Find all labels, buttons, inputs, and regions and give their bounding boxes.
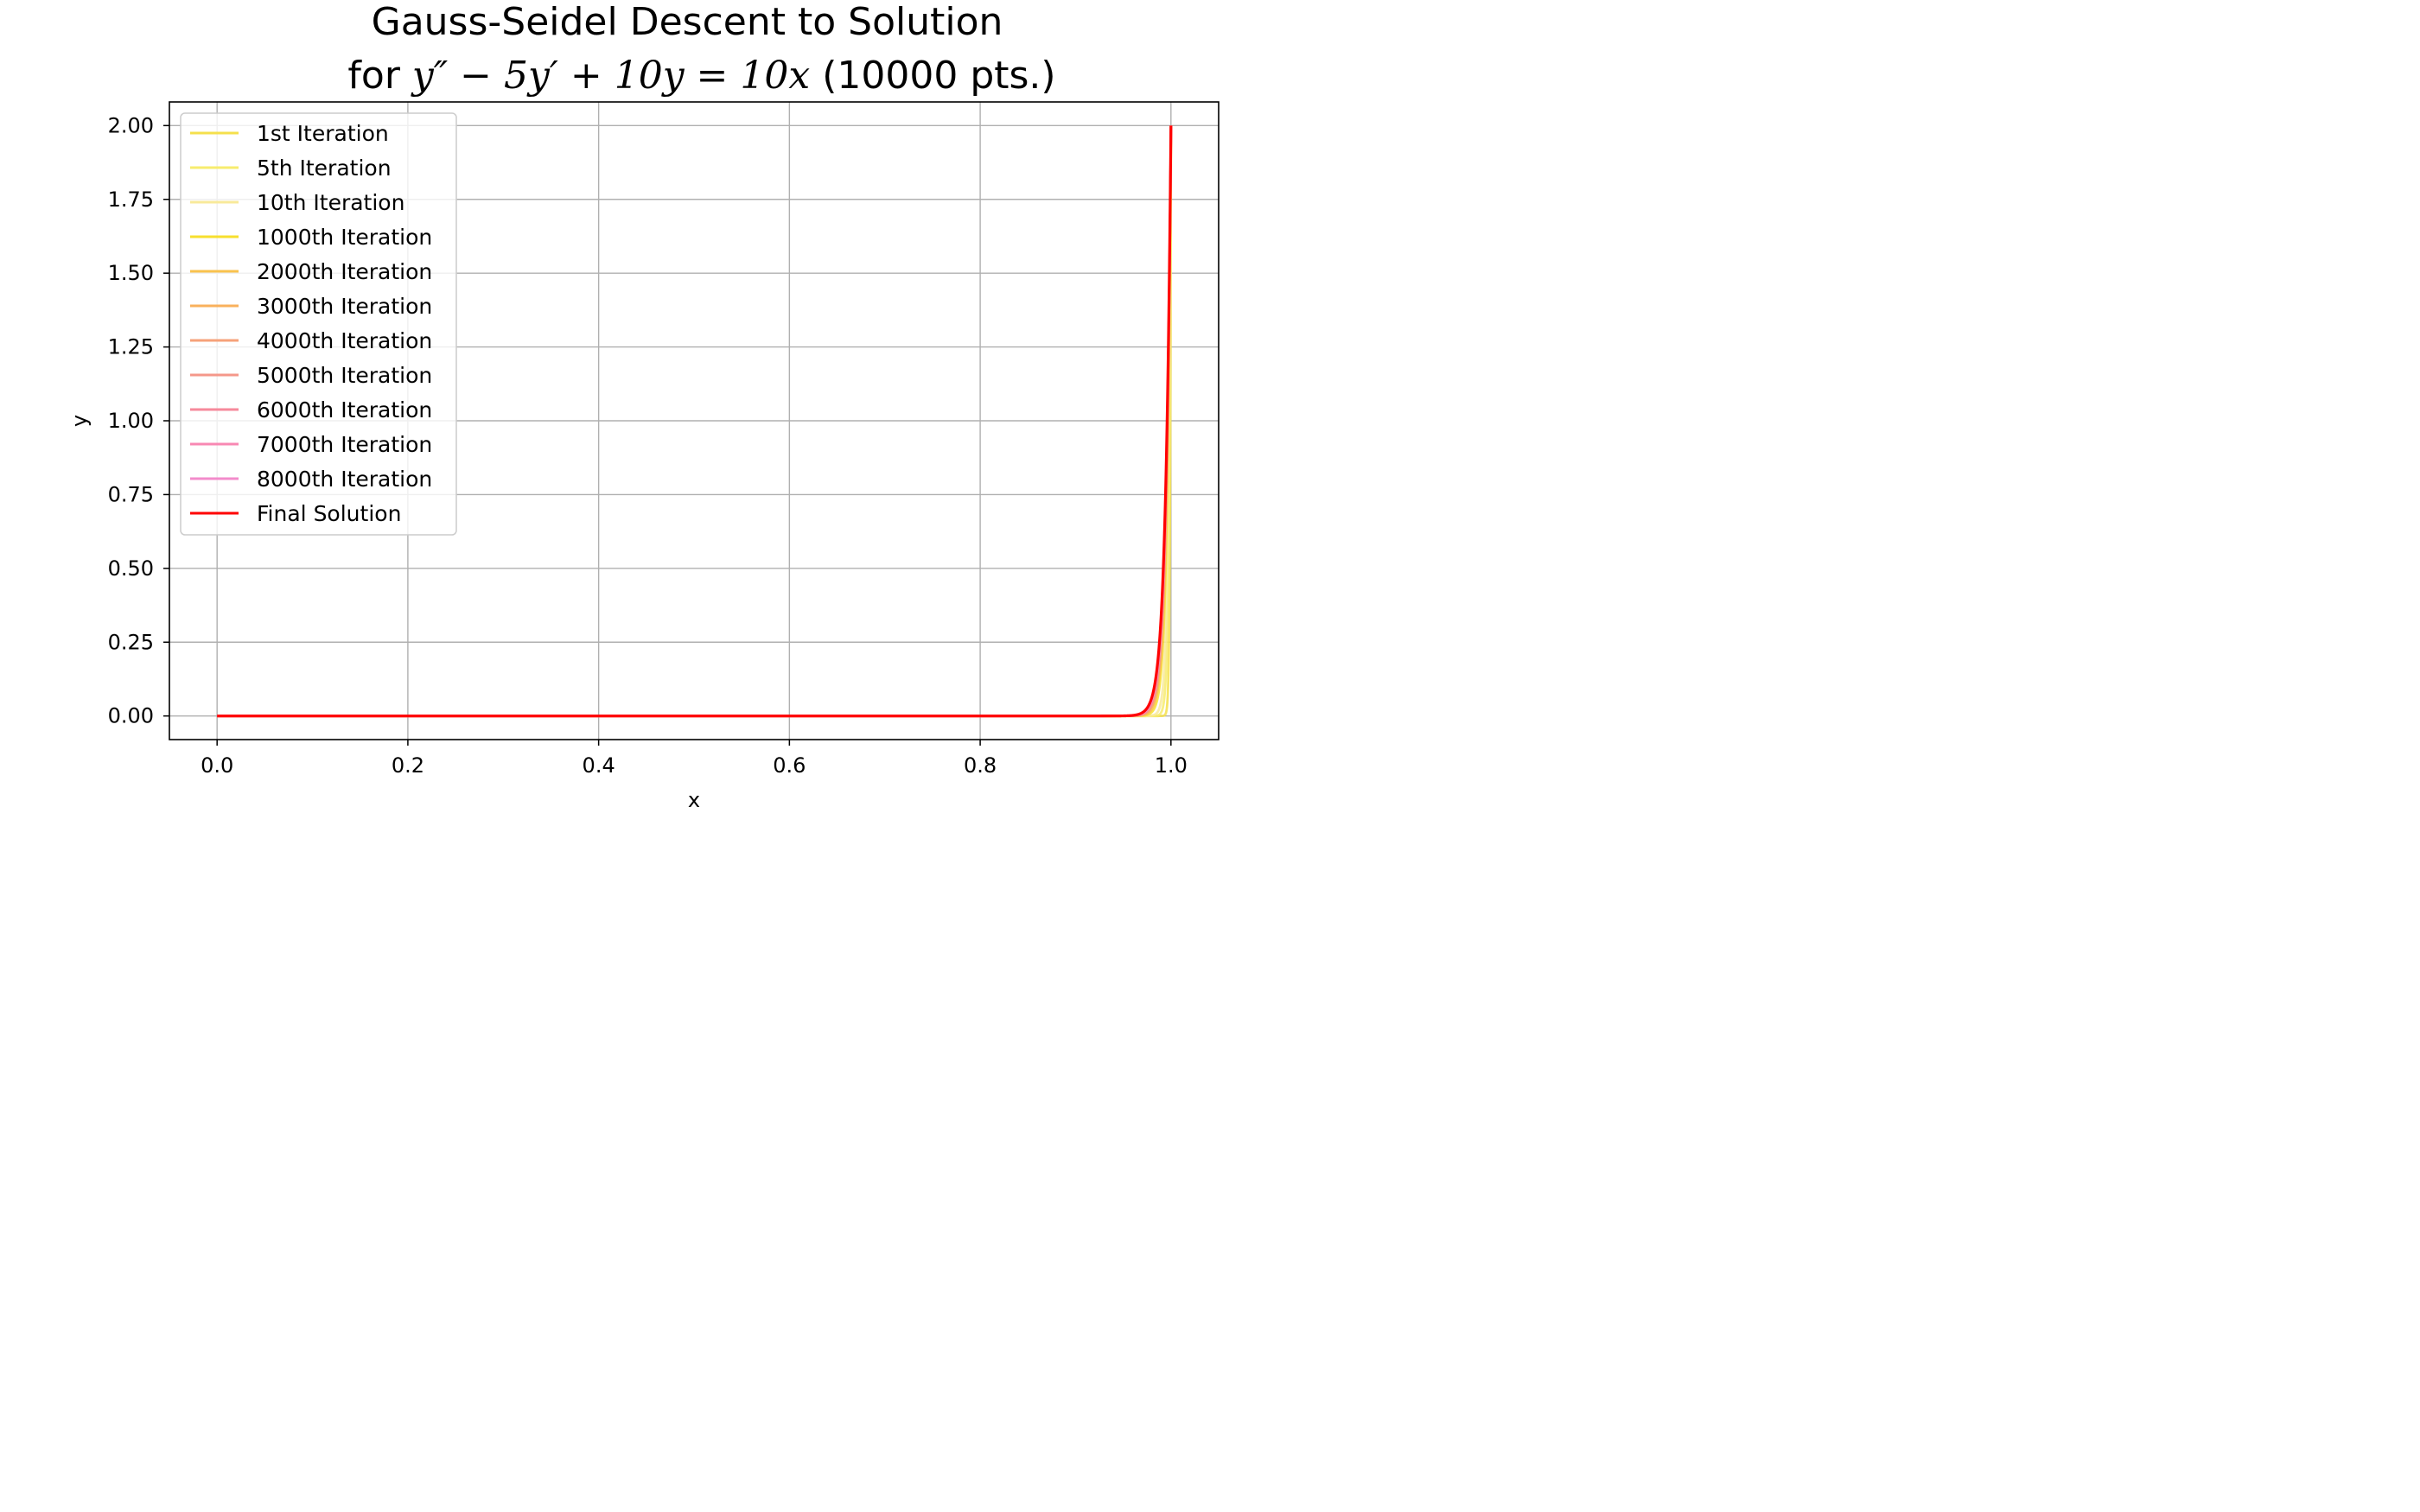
y-axis-label: y bbox=[67, 415, 92, 427]
chart-canvas: Gauss-Seidel Descent to Solution for y″ … bbox=[67, 0, 1220, 812]
legend: 1st Iteration 5th Iteration 10th Iteration… bbox=[180, 112, 457, 536]
series-layer bbox=[217, 125, 1173, 718]
y-tick-label-5: 1.25 bbox=[108, 335, 154, 359]
x-tick-label-5: 1.0 bbox=[1155, 753, 1188, 778]
y-tick-label-3: 0.75 bbox=[108, 482, 154, 506]
x-axis-label: x bbox=[688, 788, 700, 812]
x-tick-label-3: 0.6 bbox=[773, 753, 806, 778]
y-tick-label-0: 0.00 bbox=[108, 704, 154, 728]
y-tick-label-8: 2.00 bbox=[108, 113, 154, 137]
x-tick-label-4: 0.8 bbox=[964, 753, 997, 778]
legend-label-1: 1st Iteration bbox=[257, 121, 389, 146]
y-tick-label-2: 0.50 bbox=[108, 556, 154, 581]
x-tick-label-0: 0.0 bbox=[201, 753, 233, 778]
legend-label-12: Final Solution bbox=[257, 501, 401, 526]
y-tick-label-7: 1.75 bbox=[108, 187, 154, 212]
chart-subtitle-suffix: (10000 pts.) bbox=[810, 54, 1055, 98]
legend-label-2: 5th Iteration bbox=[257, 156, 392, 181]
axis-ticks: 0.0 0.2 0.4 0.6 0.8 1.0 0.00 0.25 0.50 0.75 1.00 1.… bbox=[108, 113, 1188, 778]
chart-title: Gauss-Seidel Descent to Solution bbox=[372, 0, 1003, 44]
chart-subtitle: for y″ − 5y′ + 10y = 10x (10000 pts.) bbox=[347, 54, 1055, 98]
legend-label-6: 3000th Iteration bbox=[257, 294, 432, 319]
legend-label-4: 1000th Iteration bbox=[257, 225, 432, 250]
legend-label-3: 10th Iteration bbox=[257, 190, 404, 215]
x-tick-label-2: 0.4 bbox=[583, 753, 615, 778]
x-tick-label-1: 0.2 bbox=[392, 753, 424, 778]
chart-subtitle-equation: y″ − 5y′ + 10y = 10x bbox=[411, 54, 810, 98]
chart-subtitle-prefix: for bbox=[347, 54, 412, 98]
y-tick-label-6: 1.50 bbox=[108, 261, 154, 285]
legend-label-5: 2000th Iteration bbox=[257, 259, 432, 284]
legend-label-10: 7000th Iteration bbox=[257, 432, 432, 457]
legend-label-7: 4000th Iteration bbox=[257, 328, 432, 353]
legend-label-8: 5000th Iteration bbox=[257, 363, 432, 388]
legend-label-11: 8000th Iteration bbox=[257, 467, 432, 492]
legend-label-9: 6000th Iteration bbox=[257, 397, 432, 422]
y-tick-label-4: 1.00 bbox=[108, 409, 154, 433]
legend-box bbox=[180, 112, 457, 536]
y-tick-label-1: 0.25 bbox=[108, 630, 154, 654]
series-line-12 bbox=[217, 125, 1173, 718]
